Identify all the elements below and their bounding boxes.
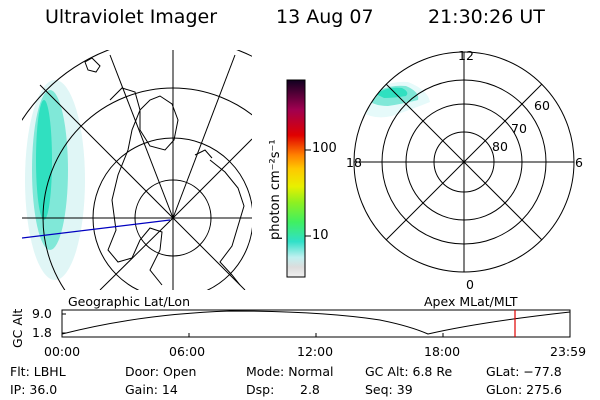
status-door: Door: Open [125,364,197,379]
altitude-ytick-low: 1.8 [32,325,52,340]
coastline [84,57,163,286]
status-mode: Mode: Normal [246,364,334,379]
satellite-track [22,219,171,239]
right-panel-caption: Apex MLat/MLT [424,294,518,309]
colorbar-tick-10: 10 [312,228,329,243]
header-time: 21:30:26 UT [428,6,545,28]
colorbar [286,79,306,278]
mlat-label-70: 70 [511,121,527,136]
altitude-curve [61,310,571,335]
status-flt: Flt: LBHL [10,364,66,379]
mlat-label-60: 60 [534,98,550,113]
header-date: 13 Aug 07 [276,6,374,28]
altitude-xtick-2359: 23:59 [550,344,587,359]
mlt-label-6: 6 [575,155,583,170]
status-ip: IP: 36.0 [10,382,58,397]
status-seq: Seq: 39 [365,382,413,397]
mlt-label-12: 12 [458,48,474,63]
altitude-ylabel: GC Alt [10,308,25,348]
status-dsp-label: Dsp: [246,382,275,397]
altitude-xtick-0600: 06:00 [169,344,206,359]
status-dsp-value: 2.8 [300,382,320,397]
geographic-map [22,50,252,290]
status-glat: GLat: −77.8 [486,364,562,379]
status-gain: Gain: 14 [125,382,178,397]
app-title: Ultraviolet Imager [45,6,218,28]
mlat-label-80: 80 [492,139,508,154]
mlt-label-0: 0 [466,277,474,292]
status-gcalt: GC Alt: 6.8 Re [365,364,453,379]
left-panel-caption: Geographic Lat/Lon [68,294,190,309]
colorbar-tick-100: 100 [312,141,337,156]
altitude-xtick-1800: 18:00 [424,344,461,359]
altitude-plot-frame [61,309,571,338]
altitude-xtick-1200: 12:00 [297,344,334,359]
aurora-band-core [36,100,52,220]
mlt-label-18: 18 [346,155,362,170]
colorbar-unit-label: photon cm⁻²s⁻¹ [268,139,283,240]
altitude-ytick-high: 9.0 [32,306,52,321]
polar-map [353,51,575,273]
status-glon: GLon: 275.6 [486,382,562,397]
altitude-xtick-0000: 00:00 [44,344,81,359]
